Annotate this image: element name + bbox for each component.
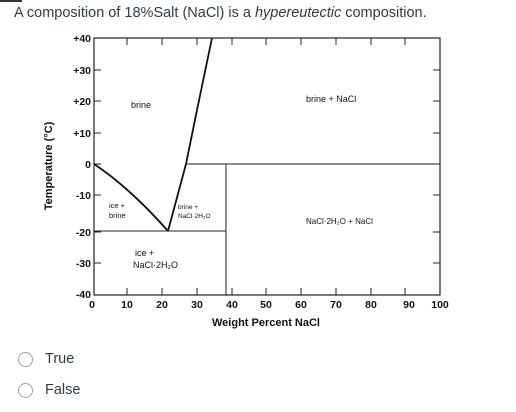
x-tick-label: 70: [330, 299, 342, 311]
region-label-brine-hydrate: brine +: [178, 204, 198, 211]
region-label-brine-nacl: brine + NaCl: [306, 94, 356, 104]
answer-option-true[interactable]: True: [18, 351, 74, 367]
region-label-hydrate-nacl: NaCl·2H₂O + NaCl: [306, 217, 373, 226]
question-suffix: composition.: [341, 5, 427, 21]
x-tick-label: 10: [121, 299, 133, 311]
radio-button[interactable]: [18, 382, 33, 398]
plot-frame: [93, 37, 441, 296]
x-tick-label: 0: [89, 299, 95, 311]
x-tick-label: 80: [365, 299, 377, 311]
radio-button[interactable]: [18, 351, 33, 367]
x-tick-label: 40: [226, 299, 238, 311]
y-tick-label: -10: [76, 190, 91, 202]
y-tick-label: 0: [85, 159, 91, 171]
x-tick-label: 50: [260, 299, 272, 311]
hydrate-liquidus: [167, 163, 187, 232]
region-label-ice-brine: ice +: [109, 201, 126, 210]
y-tick-label: +10: [73, 128, 91, 140]
nacl-solubility: [185, 37, 213, 165]
y-tick-label: +20: [73, 96, 91, 108]
region-label-brine-hydrate: NaCl·2H₂O: [178, 213, 211, 220]
y-tick-label: -30: [76, 258, 91, 270]
region-label-brine: brine: [131, 100, 151, 110]
y-tick-label: +40: [73, 33, 91, 45]
region-label-ice-brine: brine: [109, 211, 126, 220]
answer-label: True: [45, 351, 75, 367]
region-label-ice-hydrate: ice +: [135, 248, 154, 258]
answer-option-false[interactable]: False: [18, 382, 80, 398]
y-tick-label: -40: [76, 289, 91, 301]
y-tick-label: +30: [73, 65, 91, 77]
y-tick-label: -20: [76, 227, 91, 239]
question-prefix: A composition of 18%Salt (NaCl) is a: [14, 5, 255, 21]
question-emphasis: hypereutectic: [254, 5, 342, 21]
y-axis-title: Temperature (°C): [43, 121, 55, 210]
x-axis-title: Weight Percent NaCl: [212, 317, 320, 329]
phase-lines: [94, 163, 440, 295]
x-tick-label: 90: [403, 299, 415, 311]
x-tick-label: 60: [295, 299, 307, 311]
x-tick-marks: [126, 38, 406, 295]
phase-boundaries: [93, 37, 213, 232]
y-tick-marks: [94, 69, 440, 264]
region-label-ice-hydrate: NaCl·2H₂O: [133, 260, 178, 270]
phase-diagram: +40 +30 +20 +10 0 -10 -20 -30 -40 0 10 2…: [43, 33, 449, 329]
question-text: A composition of 18%Salt (NaCl) is a hyp…: [14, 5, 427, 21]
x-tick-label: 100: [431, 299, 449, 311]
x-tick-label: 20: [156, 299, 168, 311]
top-rule: [0, 0, 22, 2]
answer-label: False: [45, 382, 81, 398]
x-tick-label: 30: [191, 299, 203, 311]
ice-liquidus: [93, 163, 169, 232]
